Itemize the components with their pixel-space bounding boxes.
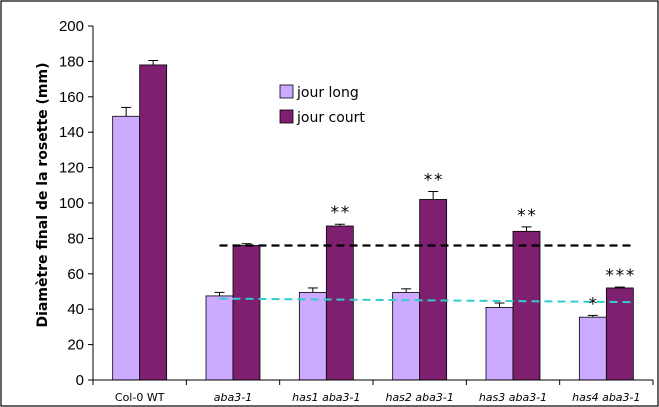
- bar: [419, 199, 448, 381]
- bar: [392, 291, 421, 381]
- y-tick-label: 180: [59, 53, 84, 70]
- y-tick-label: 120: [59, 160, 84, 177]
- x-tick-label: has2 aba3-1: [385, 391, 453, 404]
- bar: [325, 225, 354, 381]
- legend-swatch: [279, 84, 294, 99]
- y-tick-label: 100: [59, 195, 84, 212]
- y-tick-label: 0: [76, 372, 84, 389]
- bar: [112, 115, 141, 381]
- y-axis-label: Diamètre final de la rosette (mm): [35, 63, 51, 328]
- bar: [578, 316, 607, 381]
- x-tick-label: has1 aba3-1: [292, 391, 360, 404]
- legend: jour long jour court: [276, 77, 396, 131]
- x-tick-label: has4 aba3-1: [572, 391, 640, 404]
- y-tick-label: 140: [59, 124, 84, 141]
- bar: [485, 307, 514, 381]
- significance-mark: **: [330, 203, 350, 223]
- legend-label: jour long: [296, 85, 359, 101]
- legend-swatch: [279, 109, 294, 124]
- reference-line: [219, 297, 634, 304]
- significance-mark: **: [423, 170, 443, 190]
- legend-box: [276, 77, 396, 131]
- x-tick-label: has3 aba3-1: [479, 391, 547, 404]
- y-tick-label: 200: [59, 18, 84, 35]
- y-tick-label: 60: [67, 266, 84, 283]
- y-tick-label: 80: [67, 230, 84, 247]
- y-tick-label: 20: [67, 337, 84, 354]
- x-tick-label: aba3-1: [214, 391, 252, 404]
- bar: [298, 291, 327, 381]
- y-tick-label: 40: [67, 301, 84, 318]
- bar: [205, 295, 234, 381]
- bar: [512, 230, 541, 381]
- significance-mark: ***: [604, 266, 635, 286]
- bar: [139, 64, 168, 381]
- x-tick-label: Col-0 WT: [115, 391, 165, 404]
- y-tick-label: 160: [59, 89, 84, 106]
- legend-label: jour court: [296, 110, 365, 126]
- significance-mark: **: [516, 206, 536, 226]
- bar: [232, 245, 261, 381]
- significance-mark: *: [588, 294, 598, 314]
